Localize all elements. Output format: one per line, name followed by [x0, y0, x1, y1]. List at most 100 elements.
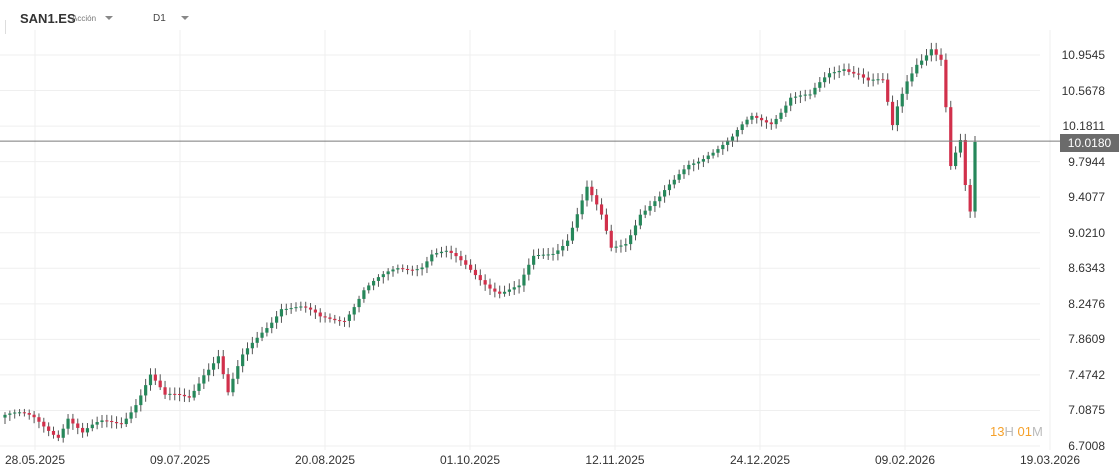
- candle: [430, 249, 434, 266]
- candle: [483, 274, 487, 291]
- candle-body: [61, 428, 65, 438]
- candle-body: [396, 268, 400, 270]
- candle: [294, 302, 298, 312]
- candle-body: [401, 268, 405, 270]
- candle-body: [900, 93, 904, 107]
- candle-body: [119, 423, 123, 425]
- candle-body: [231, 378, 235, 393]
- candle-body: [784, 105, 788, 113]
- candle-body: [304, 306, 308, 308]
- candle-body: [47, 426, 51, 431]
- candle-body: [793, 96, 798, 98]
- candle-body: [769, 122, 773, 125]
- candle-body: [551, 253, 555, 255]
- current-price-badge: 10.0180: [1060, 134, 1119, 152]
- candle-body: [915, 64, 919, 74]
- candle-body: [187, 396, 191, 398]
- candle-body: [318, 312, 322, 317]
- candle-body: [958, 140, 963, 153]
- candle: [575, 207, 579, 232]
- candle-body: [696, 161, 701, 164]
- candle: [439, 246, 444, 258]
- candle: [798, 90, 802, 104]
- candle: [721, 141, 725, 155]
- candle: [735, 127, 739, 143]
- candle-body: [357, 298, 361, 308]
- candle: [90, 419, 94, 432]
- candle: [275, 310, 279, 329]
- candle: [197, 377, 201, 396]
- candle: [653, 196, 657, 213]
- timeframe-selector[interactable]: D1: [153, 13, 166, 24]
- candle: [405, 265, 410, 275]
- candle: [881, 73, 885, 84]
- candle: [396, 264, 400, 274]
- candle: [211, 356, 216, 377]
- candle: [279, 303, 284, 323]
- candle: [764, 116, 769, 129]
- candle: [22, 408, 26, 417]
- symbol-selector[interactable]: SAN1.ES: [20, 11, 76, 26]
- candle-body: [216, 356, 220, 364]
- candle-body: [90, 424, 94, 429]
- candle-body: [323, 316, 327, 318]
- candle: [27, 409, 31, 420]
- candle: [61, 424, 65, 443]
- candle-body: [730, 136, 735, 141]
- candle-body: [604, 214, 608, 231]
- candle: [95, 416, 99, 430]
- candle: [886, 73, 890, 106]
- candle: [435, 248, 439, 258]
- candle: [148, 368, 153, 391]
- date-tick-label: 24.12.2025: [729, 453, 791, 467]
- candle-body: [653, 201, 657, 207]
- candle-body: [129, 412, 133, 419]
- candle-body: [527, 264, 531, 275]
- candle: [352, 303, 356, 321]
- candle: [910, 66, 914, 87]
- candle: [13, 409, 17, 419]
- candle-body: [459, 256, 463, 261]
- candle-body: [163, 387, 167, 395]
- candle-body: [245, 348, 250, 355]
- candle-body: [561, 245, 565, 251]
- candle-body: [260, 332, 264, 338]
- candle-body: [352, 307, 356, 315]
- candle-body: [148, 374, 153, 386]
- candle: [876, 73, 880, 85]
- candle-body: [3, 414, 7, 418]
- price-tick-label: 9.4077: [1068, 190, 1105, 205]
- candle: [541, 248, 545, 259]
- candle-body: [866, 77, 870, 81]
- candle: [464, 254, 468, 270]
- symbol-dropdown-icon[interactable]: [105, 16, 113, 20]
- candle: [270, 317, 274, 334]
- candle: [566, 234, 570, 251]
- candle: [236, 360, 240, 385]
- candle-body: [76, 423, 80, 428]
- candle: [498, 285, 502, 299]
- candle-body: [430, 254, 434, 262]
- candle: [682, 164, 686, 179]
- timeframe-dropdown-icon[interactable]: [181, 16, 189, 20]
- candle-body: [153, 374, 157, 381]
- price-tick-label: 7.4742: [1068, 367, 1105, 382]
- candle-body: [633, 225, 638, 236]
- candle: [8, 410, 12, 421]
- candle: [590, 180, 594, 202]
- date-tick-label: 28.05.2025: [4, 453, 66, 467]
- candle-body: [764, 120, 769, 123]
- candle: [469, 259, 473, 273]
- candle-body: [735, 129, 739, 137]
- candle-body: [890, 101, 895, 126]
- candle: [827, 67, 832, 84]
- candle-body: [658, 196, 662, 202]
- candle: [255, 331, 259, 348]
- candle: [216, 349, 220, 370]
- candle-body: [299, 306, 303, 308]
- candle-body: [755, 115, 759, 118]
- candle: [813, 82, 817, 98]
- candle: [362, 287, 366, 303]
- candle: [852, 66, 856, 78]
